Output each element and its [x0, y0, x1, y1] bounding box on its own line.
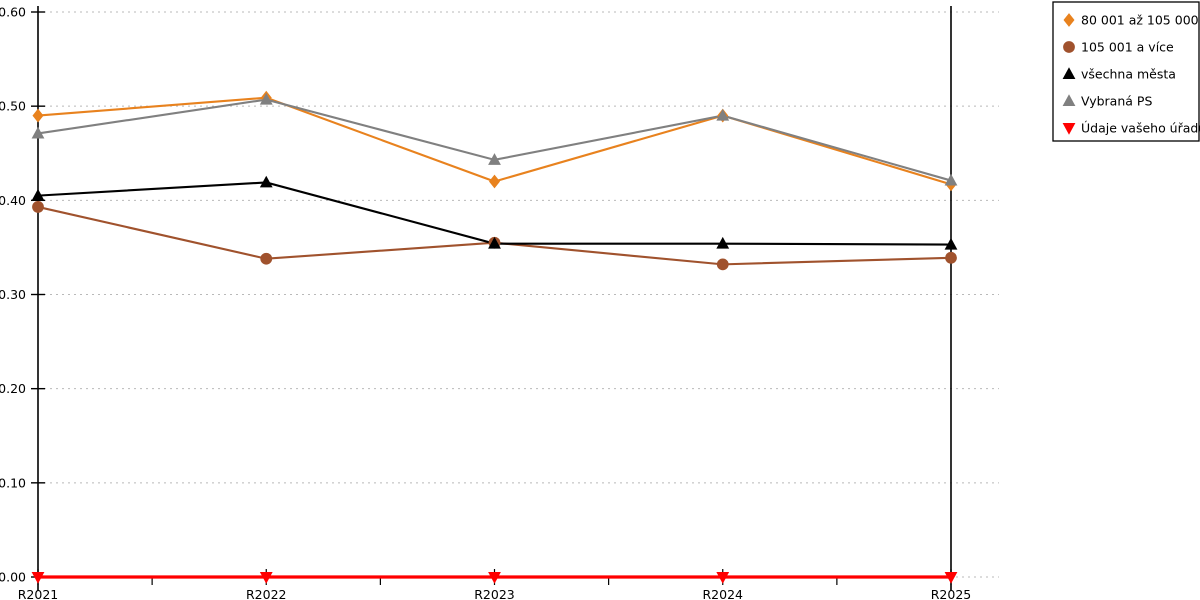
marker-triangle-down	[259, 572, 273, 584]
chart-axes	[37, 6, 952, 591]
legend-box	[1052, 1, 1200, 142]
legend-item-label: všechna města	[1081, 67, 1176, 82]
y-tick-label: 0.60	[0, 5, 26, 20]
x-axis-ticks: R2021 R2022 R2023 R2024 R2025	[18, 569, 972, 600]
series-markers	[31, 90, 958, 584]
series-line	[37, 98, 952, 182]
marker-triangle-down	[488, 572, 501, 584]
y-tick-label: 0.20	[0, 381, 26, 396]
marker-triangle-down	[31, 572, 45, 584]
marker-triangle-up	[488, 236, 501, 249]
x-tick-label: R2021	[18, 587, 59, 600]
legend-item-label: Údaje vašeho úřadu	[1081, 121, 1200, 136]
grid-lines	[38, 11, 999, 578]
series-line	[37, 205, 952, 266]
marker-diamond	[32, 108, 44, 123]
y-tick-label: 0.10	[0, 475, 26, 490]
marker-circle	[260, 252, 273, 265]
marker-triangle-up	[1062, 67, 1076, 79]
series-line	[37, 181, 952, 246]
marker-circle	[945, 251, 957, 264]
y-tick-label: 0.30	[0, 287, 26, 302]
legend-item-label: 80 001 až 105 000	[1081, 13, 1199, 28]
marker-triangle-up	[944, 173, 958, 186]
marker-triangle-up	[716, 236, 730, 249]
marker-triangle-up	[944, 237, 958, 250]
marker-triangle-up	[31, 188, 45, 201]
marker-triangle-up	[716, 108, 730, 121]
marker-triangle-down	[716, 572, 730, 584]
marker-triangle-up	[31, 126, 45, 139]
x-tick-label: R2022	[246, 587, 287, 600]
x-tick-label: R2023	[474, 587, 515, 600]
legend-item-label: Vybraná PS	[1081, 94, 1152, 109]
y-tick-label: 0.50	[0, 99, 26, 114]
y-tick-label: 0.40	[0, 193, 26, 208]
y-axis-ticks: 0.00 0.10 0.20 0.30 0.40 0.50 0.60	[0, 5, 45, 585]
x-tick-label: R2024	[703, 587, 744, 600]
marker-triangle-down	[1062, 123, 1076, 135]
marker-diamond	[1063, 13, 1075, 27]
x-tick-label: R2025	[931, 587, 972, 600]
series-lines	[37, 96, 952, 579]
chart-legend: 80 001 až 105 000 105 001 a více všechna m…	[1052, 1, 1200, 142]
marker-triangle-up	[1062, 94, 1076, 106]
marker-circle	[1063, 41, 1075, 53]
marker-triangle-down	[944, 572, 958, 584]
marker-circle	[32, 201, 44, 213]
marker-triangle-up	[259, 92, 273, 105]
marker-circle	[716, 258, 729, 271]
legend-item-label: 105 001 a více	[1081, 40, 1174, 55]
marker-triangle-up	[259, 175, 273, 188]
marker-triangle-up	[488, 153, 501, 165]
marker-diamond	[488, 174, 501, 189]
y-tick-label: 0.00	[0, 570, 26, 585]
